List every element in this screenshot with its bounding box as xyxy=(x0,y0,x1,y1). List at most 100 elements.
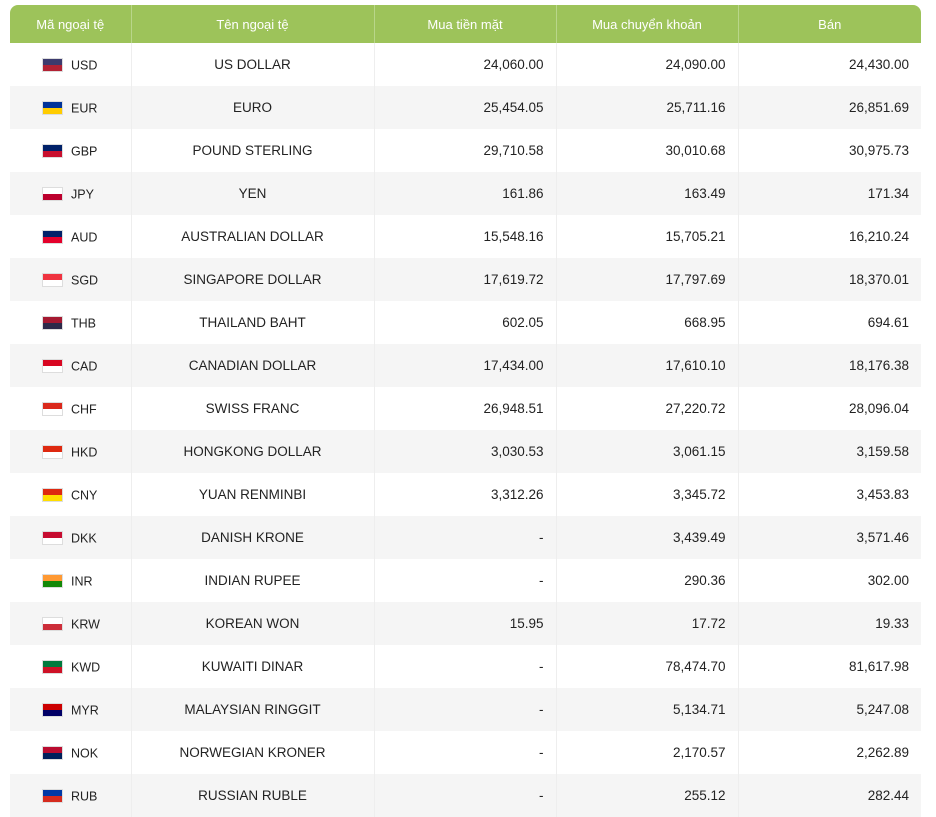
cash-buy-rate: 25,454.05 xyxy=(374,86,557,129)
currency-code: DKK xyxy=(71,531,97,546)
transfer-buy-rate: 255.12 xyxy=(556,774,739,817)
cash-buy-rate: 24,060.00 xyxy=(374,43,557,86)
currency-code: CNY xyxy=(71,488,98,503)
currency-name: EURO xyxy=(131,86,375,129)
cash-buy-rate: - xyxy=(374,559,557,602)
cash-buy-rate: - xyxy=(374,645,557,688)
table-row: SGD SINGAPORE DOLLAR 17,619.72 17,797.69 18,… xyxy=(10,258,921,301)
currency-code-cell: NOK xyxy=(10,731,132,774)
currency-code-cell: HKD xyxy=(10,430,132,473)
sell-rate: 30,975.73 xyxy=(848,143,909,158)
header-currency-code: Mã ngoại tệ xyxy=(10,5,132,43)
sell-rate: 3,453.83 xyxy=(856,487,909,502)
cash-buy-rate: - xyxy=(374,774,557,817)
currency-code-cell: JPY xyxy=(10,172,132,215)
transfer-buy-rate: 3,439.49 xyxy=(556,516,739,559)
currency-code-cell: EUR xyxy=(10,86,132,129)
japan-flag-icon xyxy=(42,187,63,202)
currency-name: KOREAN WON xyxy=(131,602,375,645)
sell-rate: 26,851.69 xyxy=(738,86,921,129)
currency-name: DANISH KRONE xyxy=(131,516,375,559)
transfer-buy-rate: 668.95 xyxy=(556,301,739,344)
currency-code-cell: KRW xyxy=(10,602,132,645)
currency-name: INDIAN RUPEE xyxy=(131,559,375,602)
table-row: RUB RUSSIAN RUBLE -255.12 282.44 xyxy=(10,774,921,817)
currency-code: HKD xyxy=(71,445,98,460)
table-row: INR INDIAN RUPEE -290.36 302.00 xyxy=(10,559,921,602)
currency-code-cell: USD xyxy=(10,43,132,86)
transfer-buy-rate: 30,010.68 xyxy=(556,129,739,172)
korea-flag-icon xyxy=(42,617,63,632)
transfer-buy-rate: 3,061.15 xyxy=(556,430,739,473)
header-cash-buy: Mua tiền mặt xyxy=(374,5,557,43)
table-body: USD US DOLLAR 24,060.00 24,090.00 24,430.00 E… xyxy=(10,43,921,817)
transfer-buy-rate: 2,170.57 xyxy=(556,731,739,774)
transfer-buy-rate: 17,797.69 xyxy=(556,258,739,301)
currency-name: YEN xyxy=(131,172,375,215)
table-row: CAD CANADIAN DOLLAR 17,434.00 17,610.10 18,1… xyxy=(10,344,921,387)
table-row: KWD KUWAITI DINAR -78,474.70 81,617.98 xyxy=(10,645,921,688)
russia-flag-icon xyxy=(42,789,63,804)
australia-flag-icon xyxy=(42,230,63,245)
uk-flag-icon xyxy=(42,144,63,159)
cash-buy-rate: - xyxy=(374,516,557,559)
transfer-buy-rate: 15,705.21 xyxy=(556,215,739,258)
currency-code-cell: THB xyxy=(10,301,132,344)
transfer-buy-rate: 5,134.71 xyxy=(556,688,739,731)
china-flag-icon xyxy=(42,488,63,503)
sell-rate: 24,430.00 xyxy=(848,57,909,72)
currency-name: AUSTRALIAN DOLLAR xyxy=(131,215,375,258)
transfer-buy-rate: 17.72 xyxy=(556,602,739,645)
currency-code: MYR xyxy=(71,703,99,718)
cash-buy-rate: 3,312.26 xyxy=(374,473,557,516)
currency-code: CAD xyxy=(71,359,98,374)
norway-flag-icon xyxy=(42,746,63,761)
currency-code-cell: AUD xyxy=(10,215,132,258)
header-sell: Bán xyxy=(738,5,921,43)
canada-flag-icon xyxy=(42,359,63,374)
transfer-buy-rate: 27,220.72 xyxy=(556,387,739,430)
transfer-buy-rate: 25,711.16 xyxy=(556,86,739,129)
table-row: USD US DOLLAR 24,060.00 24,090.00 24,430.00 xyxy=(10,43,921,86)
sell-rate: 19.33 xyxy=(738,602,921,645)
currency-code: NOK xyxy=(71,746,99,761)
currency-name: YUAN RENMINBI xyxy=(131,473,375,516)
currency-name: CANADIAN DOLLAR xyxy=(131,344,375,387)
currency-code: THB xyxy=(71,316,96,331)
currency-code: RUB xyxy=(71,789,98,804)
table-header-row: Mã ngoại tệ Tên ngoại tệ Mua tiền mặt Mu… xyxy=(10,5,921,43)
table-row: MYR MALAYSIAN RINGGIT -5,134.71 5,247.08 xyxy=(10,688,921,731)
currency-name: THAILAND BAHT xyxy=(131,301,375,344)
currency-code: INR xyxy=(71,574,93,589)
transfer-buy-rate: 163.49 xyxy=(556,172,739,215)
transfer-buy-rate: 24,090.00 xyxy=(556,43,739,86)
cash-buy-rate: 15,548.16 xyxy=(374,215,557,258)
sell-rate: 3,571.46 xyxy=(738,516,921,559)
currency-code: USD xyxy=(71,58,98,73)
currency-code: AUD xyxy=(71,230,98,245)
kuwait-flag-icon xyxy=(42,660,63,675)
currency-code-cell: GBP xyxy=(10,129,132,172)
us-flag-icon xyxy=(42,58,63,73)
exchange-rate-table: Mã ngoại tệ Tên ngoại tệ Mua tiền mặt Mu… xyxy=(10,5,921,817)
sell-rate: 694.61 xyxy=(867,315,909,330)
swiss-flag-icon xyxy=(42,402,63,417)
sell-rate: 16,210.24 xyxy=(848,229,909,244)
table-row: AUD AUSTRALIAN DOLLAR 15,548.16 15,705.21 16… xyxy=(10,215,921,258)
table-row: DKK DANISH KRONE -3,439.49 3,571.46 xyxy=(10,516,921,559)
currency-code: KWD xyxy=(71,660,101,675)
currency-code-cell: SGD xyxy=(10,258,132,301)
transfer-buy-rate: 17,610.10 xyxy=(556,344,739,387)
currency-code: JPY xyxy=(71,187,94,202)
currency-name: US DOLLAR xyxy=(131,43,375,86)
table-row: GBP POUND STERLING 29,710.58 30,010.68 30,97… xyxy=(10,129,921,172)
currency-code-cell: INR xyxy=(10,559,132,602)
transfer-buy-rate: 3,345.72 xyxy=(556,473,739,516)
cash-buy-rate: 29,710.58 xyxy=(374,129,557,172)
thailand-flag-icon xyxy=(42,316,63,331)
singapore-flag-icon xyxy=(42,273,63,288)
exchange-rate-table-container: Mã ngoại tệ Tên ngoại tệ Mua tiền mặt Mu… xyxy=(10,5,921,817)
table-row: CNY YUAN RENMINBI 3,312.26 3,345.72 3,453.83 xyxy=(10,473,921,516)
cash-buy-rate: 602.05 xyxy=(374,301,557,344)
eu-flag-icon xyxy=(42,101,63,116)
